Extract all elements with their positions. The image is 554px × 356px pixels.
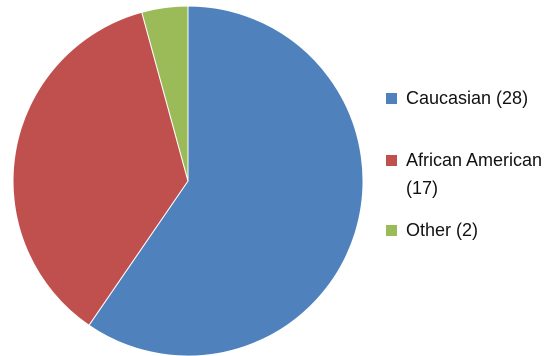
legend-label-african-american: African American (17) bbox=[406, 150, 543, 198]
pie-slice-african-american bbox=[12, 11, 189, 326]
legend: Caucasian (28) African American (17) Oth… bbox=[386, 84, 554, 246]
legend-swatch-caucasian bbox=[386, 93, 397, 104]
pie-slice-other bbox=[141, 5, 189, 182]
legend-label-caucasian: Caucasian (28) bbox=[406, 88, 529, 108]
legend-item-other: Other (2) bbox=[386, 216, 554, 246]
legend-item-caucasian: Caucasian (28) bbox=[386, 84, 554, 146]
legend-swatch-other bbox=[386, 225, 397, 236]
legend-swatch-african-american bbox=[386, 155, 397, 166]
legend-label-other: Other (2) bbox=[406, 220, 479, 240]
legend-item-african-american: African American (17) bbox=[386, 146, 554, 216]
